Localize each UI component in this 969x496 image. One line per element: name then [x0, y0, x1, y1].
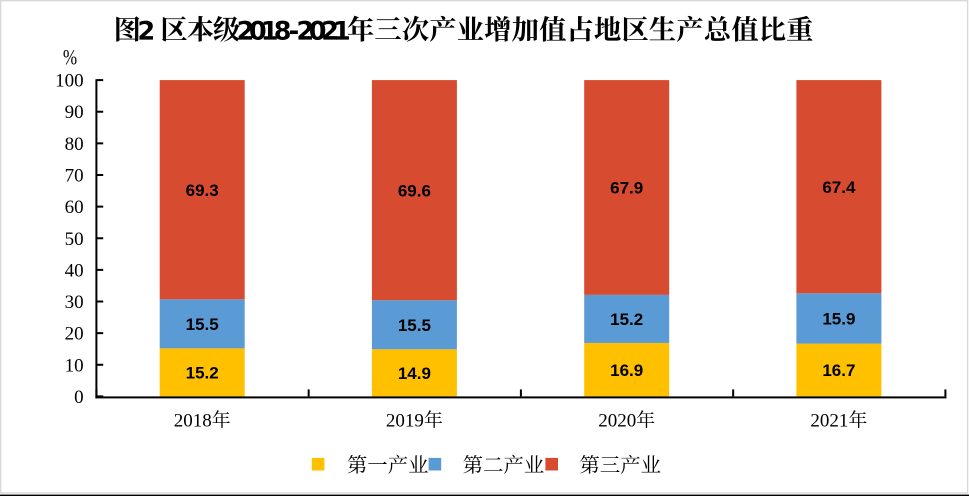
svg-text:2021: 2021: [810, 411, 848, 432]
svg-text:15.5: 15.5: [186, 315, 219, 334]
svg-text:15.2: 15.2: [186, 364, 219, 383]
svg-text:50: 50: [65, 229, 84, 250]
svg-text:2018: 2018: [174, 411, 212, 432]
svg-text:2020: 2020: [598, 411, 636, 432]
svg-text:10: 10: [65, 355, 84, 376]
svg-text:67.9: 67.9: [610, 179, 643, 198]
svg-text:80: 80: [65, 134, 84, 155]
svg-text:100: 100: [55, 71, 84, 92]
svg-text:60: 60: [65, 197, 84, 218]
svg-text:20: 20: [65, 324, 84, 345]
svg-text:16.7: 16.7: [822, 361, 855, 380]
svg-text:70: 70: [65, 165, 84, 186]
svg-text:69.6: 69.6: [398, 181, 431, 200]
svg-text:67.4: 67.4: [822, 178, 856, 197]
svg-text:16.9: 16.9: [610, 361, 643, 380]
svg-text:0: 0: [74, 387, 84, 408]
svg-text:40: 40: [65, 260, 84, 281]
svg-text:%: %: [63, 45, 77, 70]
svg-text:15.5: 15.5: [398, 316, 431, 335]
svg-text:15.9: 15.9: [822, 310, 855, 329]
svg-text:14.9: 14.9: [398, 364, 431, 383]
svg-text:15.2: 15.2: [610, 310, 643, 329]
svg-text:2019: 2019: [386, 411, 424, 432]
svg-text:30: 30: [65, 292, 84, 313]
svg-text:90: 90: [65, 102, 84, 123]
svg-text:69.3: 69.3: [186, 181, 219, 200]
